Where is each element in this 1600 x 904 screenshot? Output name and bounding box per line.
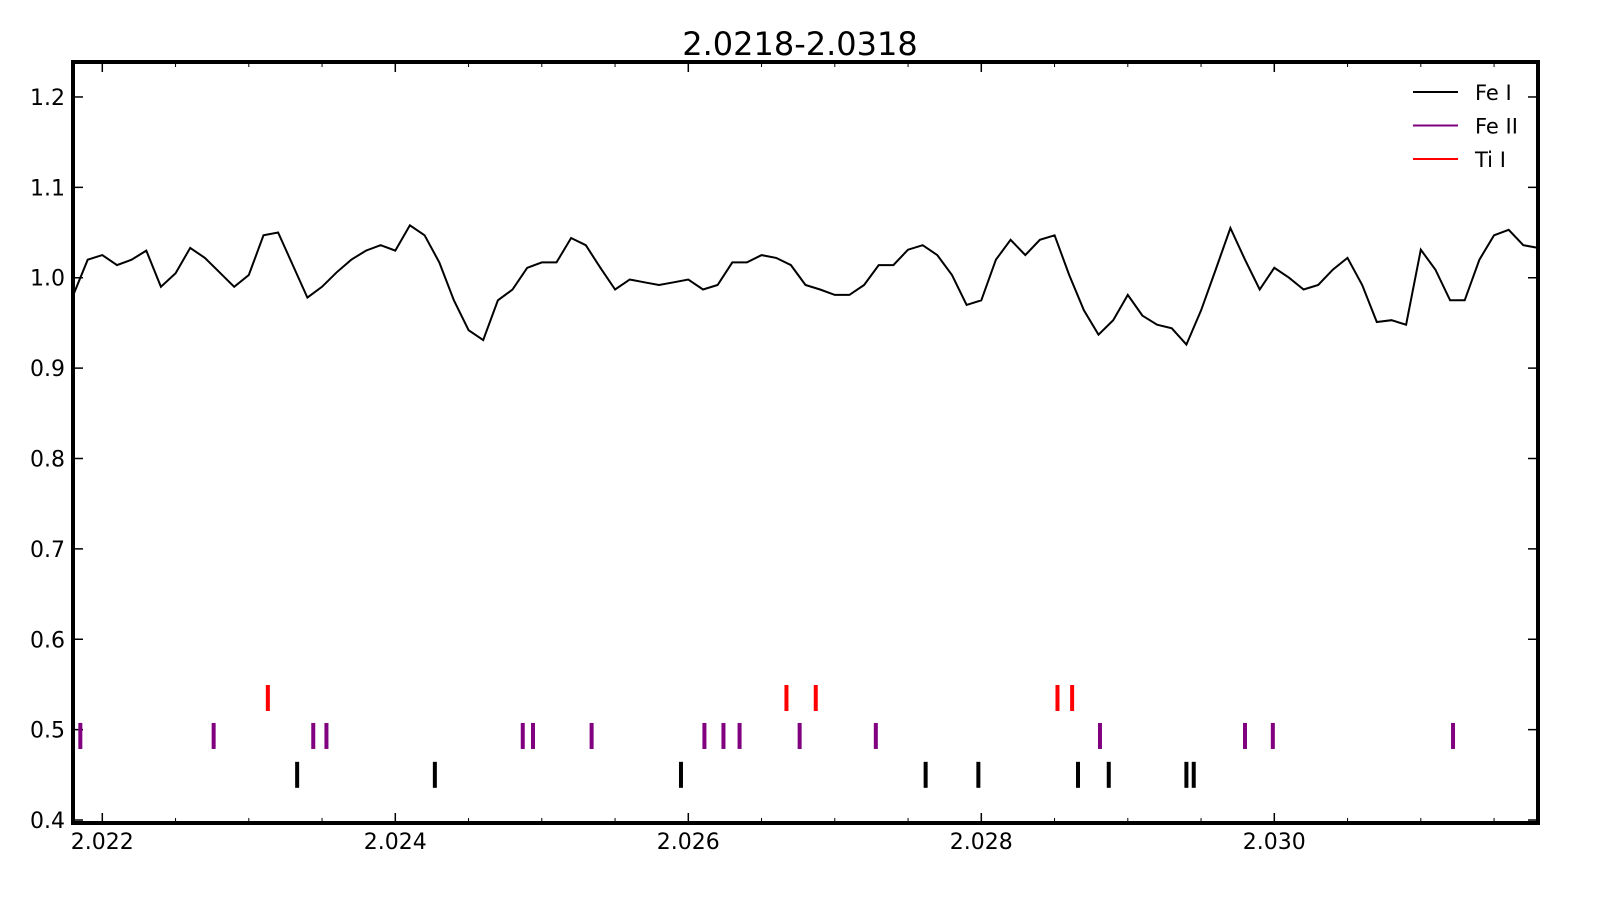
x-tick-label: 2.028 (950, 830, 1013, 855)
y-tick-label: 0.8 (30, 447, 65, 472)
spectrum-line (72, 223, 1539, 347)
y-tick-label: 1.2 (30, 86, 65, 111)
y-tick-label: 1.0 (30, 267, 65, 292)
y-tick-label: 0.6 (30, 628, 65, 653)
x-tick-label: 2.030 (1243, 830, 1306, 855)
y-tick-label: 1.1 (30, 176, 65, 201)
legend-label: Ti I (1474, 148, 1506, 172)
legend-label: Fe I (1475, 81, 1512, 105)
y-tick-label: 0.9 (30, 357, 65, 382)
y-tick-label: 0.4 (30, 809, 65, 834)
plot-frame (71, 60, 1540, 825)
chart-title: 2.0218-2.0318 (682, 25, 917, 63)
y-tick-label: 0.7 (30, 538, 65, 563)
x-tick-label: 2.024 (364, 830, 427, 855)
x-tick-label: 2.022 (71, 830, 134, 855)
y-tick-label: 0.5 (30, 719, 65, 744)
x-tick-label: 2.026 (657, 830, 720, 855)
legend-label: Fe II (1475, 115, 1518, 139)
